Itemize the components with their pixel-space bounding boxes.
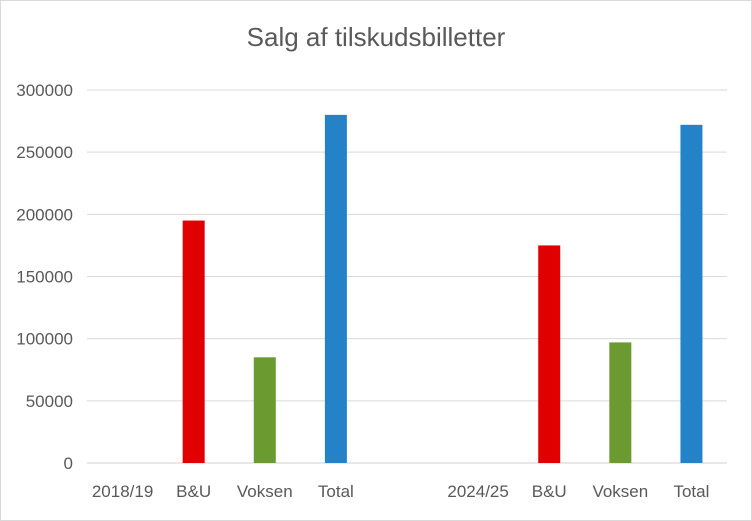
- y-tick-label: 150000: [16, 268, 73, 287]
- bar: [538, 245, 561, 463]
- x-category-label: Voksen: [237, 482, 293, 501]
- x-category-label: B&U: [176, 482, 211, 501]
- y-tick-label: 200000: [16, 205, 73, 224]
- y-axis-ticks: 0 50000 100000 150000 200000 250000 300000: [16, 81, 73, 473]
- y-tick-label: 0: [64, 454, 73, 473]
- x-category-label: 2018/19: [92, 482, 153, 501]
- x-category-label: 2024/25: [447, 482, 508, 501]
- y-tick-label: 50000: [26, 392, 73, 411]
- x-category-label: Total: [318, 482, 354, 501]
- bar: [253, 357, 276, 463]
- x-category-label: B&U: [532, 482, 567, 501]
- x-category-label: Voksen: [592, 482, 648, 501]
- y-tick-label: 100000: [16, 330, 73, 349]
- y-tick-label: 250000: [16, 143, 73, 162]
- bar: [680, 124, 703, 464]
- x-category-label: Total: [673, 482, 709, 501]
- y-tick-label: 300000: [16, 81, 73, 100]
- bars: [182, 114, 703, 464]
- bar: [609, 342, 632, 463]
- bar: [182, 220, 205, 463]
- x-axis-categories: 2018/19 B&U Voksen Total 2024/25 B&U Voksen Tot…: [92, 482, 710, 501]
- bar: [324, 114, 347, 463]
- chart-title: Salg af tilskudsbilletter: [246, 22, 506, 52]
